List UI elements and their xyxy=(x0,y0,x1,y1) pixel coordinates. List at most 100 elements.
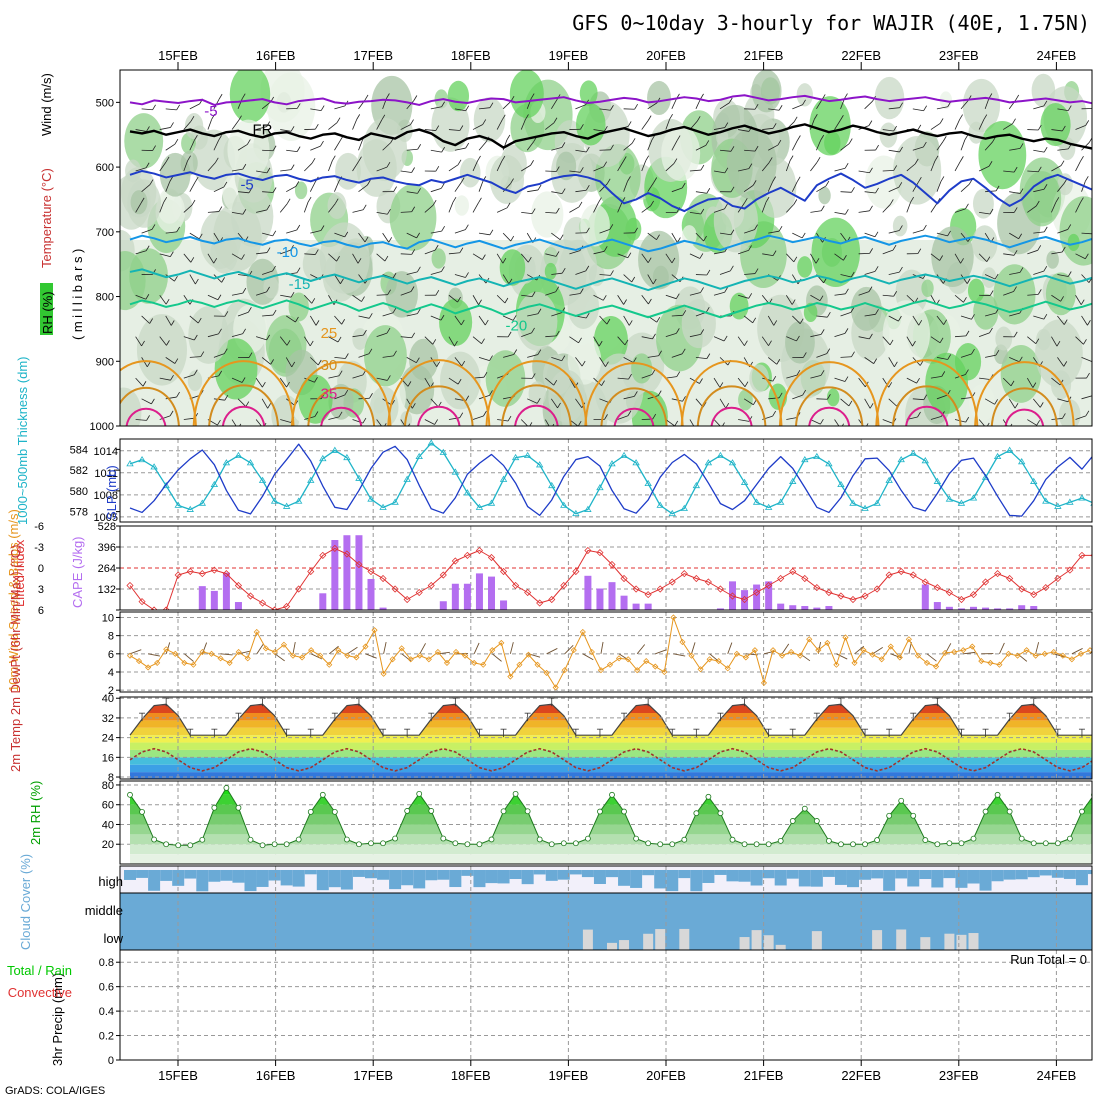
date-label-top: 23FEB xyxy=(939,48,979,63)
wind-barb xyxy=(328,416,340,420)
wind10m-marker xyxy=(679,638,686,646)
wind-barb xyxy=(954,335,967,338)
wind-barb xyxy=(159,415,171,420)
wind-barb xyxy=(352,119,358,130)
wind-barb xyxy=(237,311,249,317)
ylabel-temperature: Temperature (°C) xyxy=(39,168,54,268)
wind10m-marker xyxy=(525,651,532,658)
rh2m-marker xyxy=(874,837,880,843)
lifted-index-marker xyxy=(969,591,978,599)
rh2m-marker xyxy=(163,841,170,848)
wind-barb xyxy=(183,120,192,130)
wind-barb xyxy=(575,270,586,275)
wind-barb-flag xyxy=(169,176,174,182)
wind-barb-flag xyxy=(676,371,681,377)
date-label-bottom: 24FEB xyxy=(1037,1068,1077,1083)
wind-barb-flag xyxy=(899,266,903,273)
wind-barb-flag xyxy=(362,417,367,424)
wind-barb-flag xyxy=(478,299,482,305)
wind-barb-flag xyxy=(799,318,804,324)
cape-bar xyxy=(234,602,242,610)
cape-bar xyxy=(825,606,833,610)
wind-barb-flag xyxy=(145,294,150,300)
wind-barb-flag xyxy=(627,252,632,258)
cape-bar xyxy=(933,602,941,610)
wind-barb-flag xyxy=(331,155,336,161)
wind-barb-flag xyxy=(191,199,196,206)
wind-barb xyxy=(527,274,537,281)
wind-barb-flag xyxy=(820,370,825,376)
wind10m-marker xyxy=(833,661,840,668)
wind-barb-flag xyxy=(728,97,733,104)
wind-barb xyxy=(719,102,730,110)
wind10m-barb xyxy=(691,642,696,654)
wind-barb xyxy=(864,232,876,238)
warm-isotherm xyxy=(485,360,588,426)
wind-barb-flag xyxy=(241,377,246,383)
wind-barb xyxy=(834,332,846,338)
wind-barb-flag xyxy=(826,348,831,354)
wind-barb-flag xyxy=(388,237,393,243)
wind-barb-flag xyxy=(411,167,415,173)
wind-barb-flag xyxy=(1080,197,1084,203)
wind10m-marker xyxy=(815,647,822,654)
wind-barb-flag xyxy=(290,126,295,132)
wind10m-marker xyxy=(1005,650,1012,657)
warm-isotherm xyxy=(697,385,767,426)
wind10m-marker xyxy=(516,661,523,668)
wind-barb-flag xyxy=(674,420,679,426)
wind-barb-flag xyxy=(145,245,150,251)
wind-barb xyxy=(527,189,539,193)
lifted-index-marker xyxy=(957,595,966,604)
wind-barb xyxy=(406,232,417,239)
precip-panel: 00.20.40.60.8 Run Total = 0 3hr Precip (… xyxy=(7,949,1093,1067)
wind-barb xyxy=(599,357,606,367)
wind10m-marker xyxy=(561,667,568,674)
wind-barb xyxy=(159,336,167,346)
wind-barb-flag xyxy=(899,225,903,231)
wind-barb-flag xyxy=(819,295,824,301)
thickness-marker xyxy=(945,495,954,502)
wind-barb-flag xyxy=(650,200,654,207)
tick-label: 0 xyxy=(108,1055,114,1067)
rh-cell xyxy=(459,157,481,188)
wind10m-marker xyxy=(706,656,713,663)
wind-barb xyxy=(376,294,388,296)
wind-barb-flag xyxy=(174,358,179,364)
wind-barb-flag xyxy=(754,145,759,152)
wind10m-marker xyxy=(905,636,912,643)
wind-barb-flag xyxy=(242,328,246,334)
wind-barb xyxy=(888,315,899,322)
wind10m-marker xyxy=(769,647,777,654)
wind-barb xyxy=(810,374,822,379)
wind10m-marker xyxy=(452,648,460,656)
wind-barb-flag xyxy=(869,403,874,409)
tick-label: 60 xyxy=(102,800,114,812)
temperature-band xyxy=(130,742,1092,750)
wind-barb-flag xyxy=(844,376,849,382)
wind-barb-flag xyxy=(647,257,652,263)
wind-barb-flag xyxy=(508,278,513,285)
ylabel-precip-total: Total / Rain xyxy=(7,963,72,978)
wind-barb xyxy=(189,140,195,151)
rh-cell xyxy=(995,326,1013,351)
wind-barb-flag xyxy=(778,392,783,399)
wind-barb xyxy=(641,205,651,213)
rh2m-marker xyxy=(319,791,326,798)
wind-barb xyxy=(237,144,248,151)
wind-barb-flag xyxy=(840,115,844,121)
wind-barb xyxy=(834,377,846,382)
wind-barb xyxy=(761,162,770,172)
wind-barb-flag xyxy=(992,136,996,143)
series-line xyxy=(129,442,1092,515)
wind-barb xyxy=(135,377,144,387)
wind-barb-flag xyxy=(682,396,686,402)
wind10m-marker xyxy=(344,652,351,659)
cloud-high-bar xyxy=(991,870,1004,882)
wind10m-barb xyxy=(944,643,952,655)
wind-barb xyxy=(165,315,172,326)
wind10m-marker xyxy=(235,648,242,656)
wind-barb xyxy=(527,313,539,317)
wind-barb-flag xyxy=(531,291,536,297)
